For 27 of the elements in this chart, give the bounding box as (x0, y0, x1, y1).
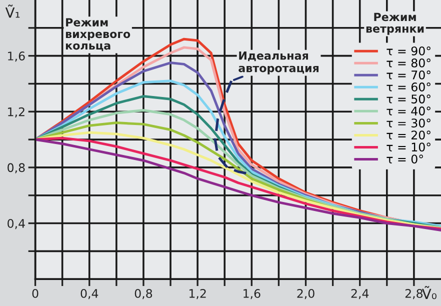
legend-label: τ = 60° (386, 82, 430, 92)
legend-label: τ = 30° (386, 118, 430, 128)
y-tick-label: 0,8 (8, 163, 25, 174)
x-tick-label: 0,8 (134, 289, 152, 300)
legend-label: τ = 70° (386, 70, 430, 80)
x-tick-label: 2,8 (405, 289, 423, 300)
x-tick-label: 1,6 (244, 289, 260, 300)
legend-label: τ = 20° (386, 130, 430, 140)
legend-label: τ = 10° (386, 142, 430, 152)
annotation: Режим ветрянки (366, 12, 424, 35)
legend-label: τ = 0° (386, 154, 423, 164)
legend-label: τ = 40° (386, 106, 430, 116)
y-axis-title: Ṽ₁ (5, 4, 20, 18)
x-tick-label: 2,4 (351, 289, 369, 300)
annotation: Режим вихревого кольца (66, 18, 130, 52)
y-tick-label: 0,4 (8, 218, 25, 230)
x-tick-label: 1,2 (189, 289, 206, 300)
legend-label: τ = 50° (386, 94, 430, 104)
x-axis-title: Ṽ₀ (422, 286, 436, 300)
legend-label: τ = 80° (386, 58, 430, 68)
x-tick-label: 0 (32, 289, 38, 298)
x-tick-label: 0,4 (80, 289, 98, 300)
y-tick-label: 1,2 (8, 107, 24, 118)
x-tick-label: 2,0 (297, 289, 314, 300)
y-tick-label: 1,6 (8, 52, 25, 62)
annotation: Идеальная авторотация (238, 52, 319, 74)
legend-label: τ = 90° (386, 46, 430, 56)
